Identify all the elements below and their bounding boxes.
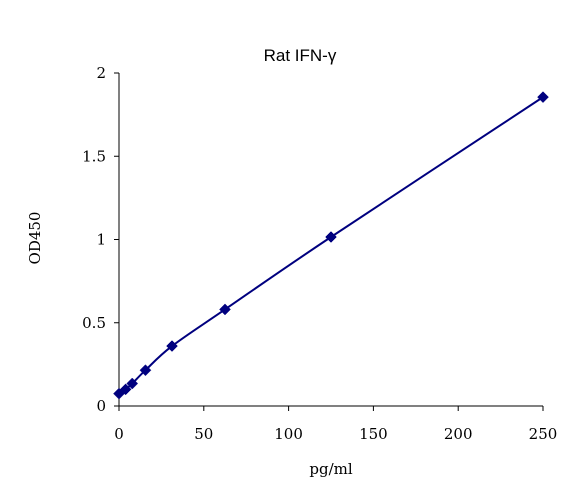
x-tick-label: 50 [194,425,213,443]
data-series [113,91,549,400]
data-point-marker [166,340,178,352]
data-point-marker [139,364,152,377]
y-tick-label: 0.5 [82,314,106,332]
y-tick-label: 1.5 [82,147,106,165]
x-tick-label: 100 [274,425,303,443]
data-point-marker [325,231,337,243]
x-tick-label: 0 [114,425,124,443]
x-axis-label: pg/ml [309,460,352,478]
y-axis: 0 0.5 1 1.5 2 [82,64,120,415]
y-axis-label: OD450 [26,212,44,265]
x-axis: 0 50 100 150 200 250 [114,405,558,443]
y-tick-label: 2 [96,64,106,82]
y-tick-label: 1 [96,231,106,249]
data-point-marker [119,383,132,396]
series-line [118,96,544,395]
data-point-marker [219,303,231,316]
x-tick-label: 250 [529,425,558,443]
y-tick-label: 0 [96,397,106,415]
x-tick-label: 150 [359,425,388,443]
data-point-marker [126,377,139,390]
data-point-marker [537,91,549,103]
x-tick-label: 200 [444,425,473,443]
chart-title: Rat IFN-γ [264,46,337,65]
